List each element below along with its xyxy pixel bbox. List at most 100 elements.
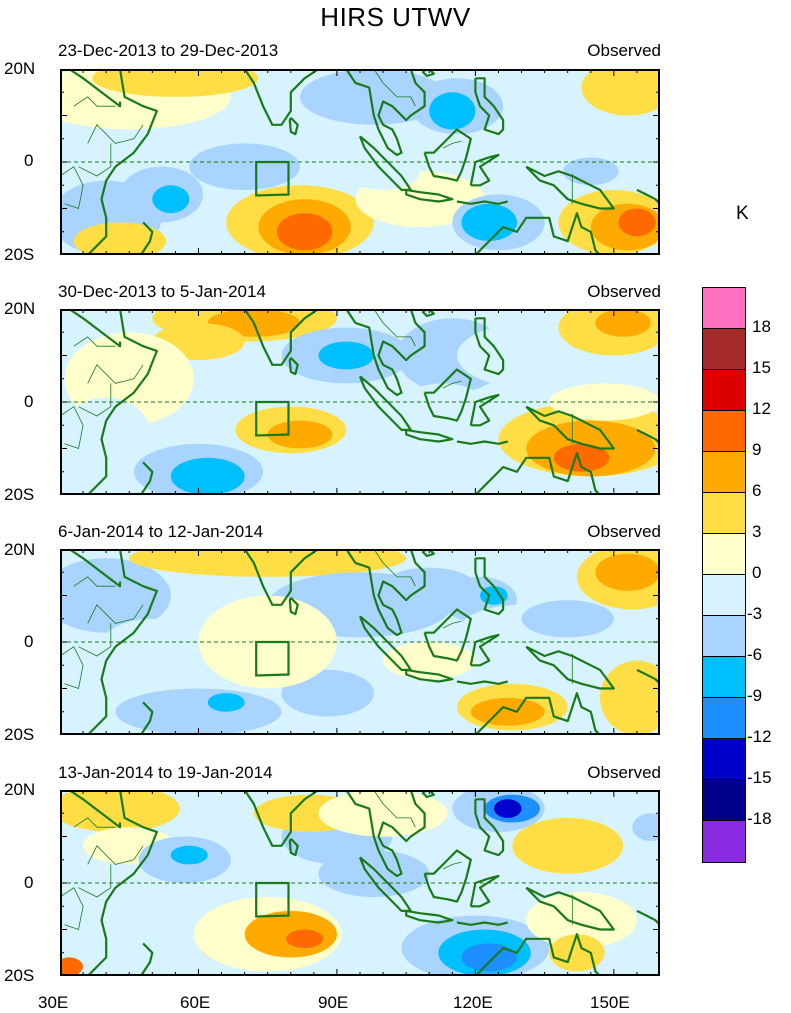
- coastline: [423, 608, 472, 662]
- coastline: [345, 790, 426, 878]
- panel-observed-label: Observed: [587, 282, 661, 301]
- colorbar-label: -12: [747, 727, 772, 746]
- colorbar-label: -18: [747, 809, 772, 828]
- coastline: [474, 933, 601, 976]
- ytick-label: 20S: [4, 966, 35, 985]
- country-border: [78, 623, 112, 657]
- region-box: [255, 881, 290, 918]
- country-border: [87, 845, 144, 865]
- anomaly-contour: [96, 618, 208, 684]
- coastline: [474, 212, 601, 255]
- coastline: [469, 874, 500, 908]
- coastline: [474, 317, 505, 376]
- colorbar-segment: [702, 492, 746, 534]
- anomaly-contour: [300, 69, 448, 125]
- anomaly-contour: [600, 660, 660, 735]
- map-panel-1: [60, 69, 660, 255]
- coastline: [636, 428, 660, 446]
- coastline: [288, 357, 299, 376]
- anomaly-contour: [318, 341, 374, 370]
- region-box: [255, 640, 290, 677]
- anomaly-contour: [152, 185, 190, 214]
- coastline: [405, 428, 454, 443]
- region-box: [255, 160, 290, 197]
- coastline: [358, 135, 412, 192]
- country-border: [373, 790, 416, 828]
- colorbar-segment: [702, 615, 746, 657]
- anomaly-contour: [618, 208, 656, 237]
- anomaly-contour: [318, 850, 430, 897]
- country-border: [60, 887, 84, 931]
- country-border: [87, 124, 144, 144]
- coastline: [139, 221, 154, 255]
- xtick-label: 60E: [180, 993, 211, 1012]
- map-svg: [60, 309, 660, 495]
- xtick-label: 150E: [590, 993, 630, 1012]
- anomaly-contour: [595, 553, 660, 591]
- map-panel-4: [60, 790, 660, 976]
- coastline: [288, 838, 299, 857]
- anomaly-contour: [581, 69, 660, 116]
- colorbar-segment: [702, 533, 746, 575]
- ytick-label: 20N: [4, 540, 36, 559]
- panel-observed-label: Observed: [587, 763, 661, 782]
- map-svg: [60, 790, 660, 976]
- colorbar-segment: [702, 574, 746, 616]
- colorbar-segment: [702, 451, 746, 493]
- ytick-label: 20N: [4, 780, 36, 799]
- coastline: [469, 393, 500, 427]
- colorbar-label: 15: [752, 358, 771, 377]
- country-border: [73, 336, 116, 347]
- ytick-label: 20S: [4, 485, 35, 504]
- coastline: [345, 69, 426, 157]
- coastline: [405, 188, 454, 203]
- xtick-label: 90E: [318, 993, 349, 1012]
- anomaly-contour: [60, 790, 180, 832]
- coastline: [525, 886, 615, 931]
- panel-observed-label: Observed: [587, 41, 661, 60]
- coastline: [86, 69, 159, 255]
- coastline: [345, 309, 426, 397]
- panel-date: 13-Jan-2014 to 19-Jan-2014: [58, 763, 273, 782]
- anomaly-contour: [549, 383, 660, 421]
- anomaly-contour: [429, 92, 476, 130]
- colorbar-label: -15: [747, 768, 772, 787]
- coastline: [68, 309, 122, 348]
- coastline: [474, 798, 505, 857]
- anomaly-contour: [493, 799, 522, 818]
- country-border: [373, 549, 416, 587]
- anomaly-contour: [470, 697, 545, 726]
- coastline: [86, 549, 159, 735]
- panel-date: 30-Dec-2013 to 5-Jan-2014: [58, 282, 266, 301]
- figure-title: HIRS UTWV: [320, 2, 471, 32]
- panel-date: 23-Dec-2013 to 29-Dec-2013: [58, 41, 279, 60]
- coastline: [456, 200, 508, 205]
- coastline: [636, 188, 660, 206]
- anomaly-contour: [92, 69, 259, 97]
- anomaly-contour: [281, 669, 374, 717]
- ytick-label: 0: [24, 873, 34, 892]
- country-border: [73, 817, 116, 828]
- anomaly-contour: [170, 457, 245, 495]
- anomaly-contour: [549, 934, 605, 972]
- anomaly-contour: [461, 943, 517, 972]
- coastline: [469, 633, 500, 667]
- colorbar-segment: [702, 738, 746, 780]
- ytick-label: 0: [24, 392, 34, 411]
- colorbar-segment: [702, 328, 746, 370]
- colorbar-segment: [702, 287, 746, 329]
- colorbar-label: -9: [747, 686, 763, 705]
- coastline: [456, 680, 508, 685]
- anomaly-contour: [60, 957, 83, 976]
- anomaly-contour: [60, 397, 153, 482]
- country-border: [373, 309, 416, 347]
- anomaly-contour: [553, 443, 610, 472]
- xtick-label: 30E: [38, 993, 69, 1012]
- anomaly-contour: [461, 203, 517, 241]
- ytick-label: 0: [24, 151, 34, 170]
- coastline: [86, 309, 159, 495]
- coastline: [345, 549, 426, 637]
- coastline: [423, 128, 472, 182]
- coastline: [636, 668, 660, 686]
- colorbar-label: 3: [752, 522, 762, 541]
